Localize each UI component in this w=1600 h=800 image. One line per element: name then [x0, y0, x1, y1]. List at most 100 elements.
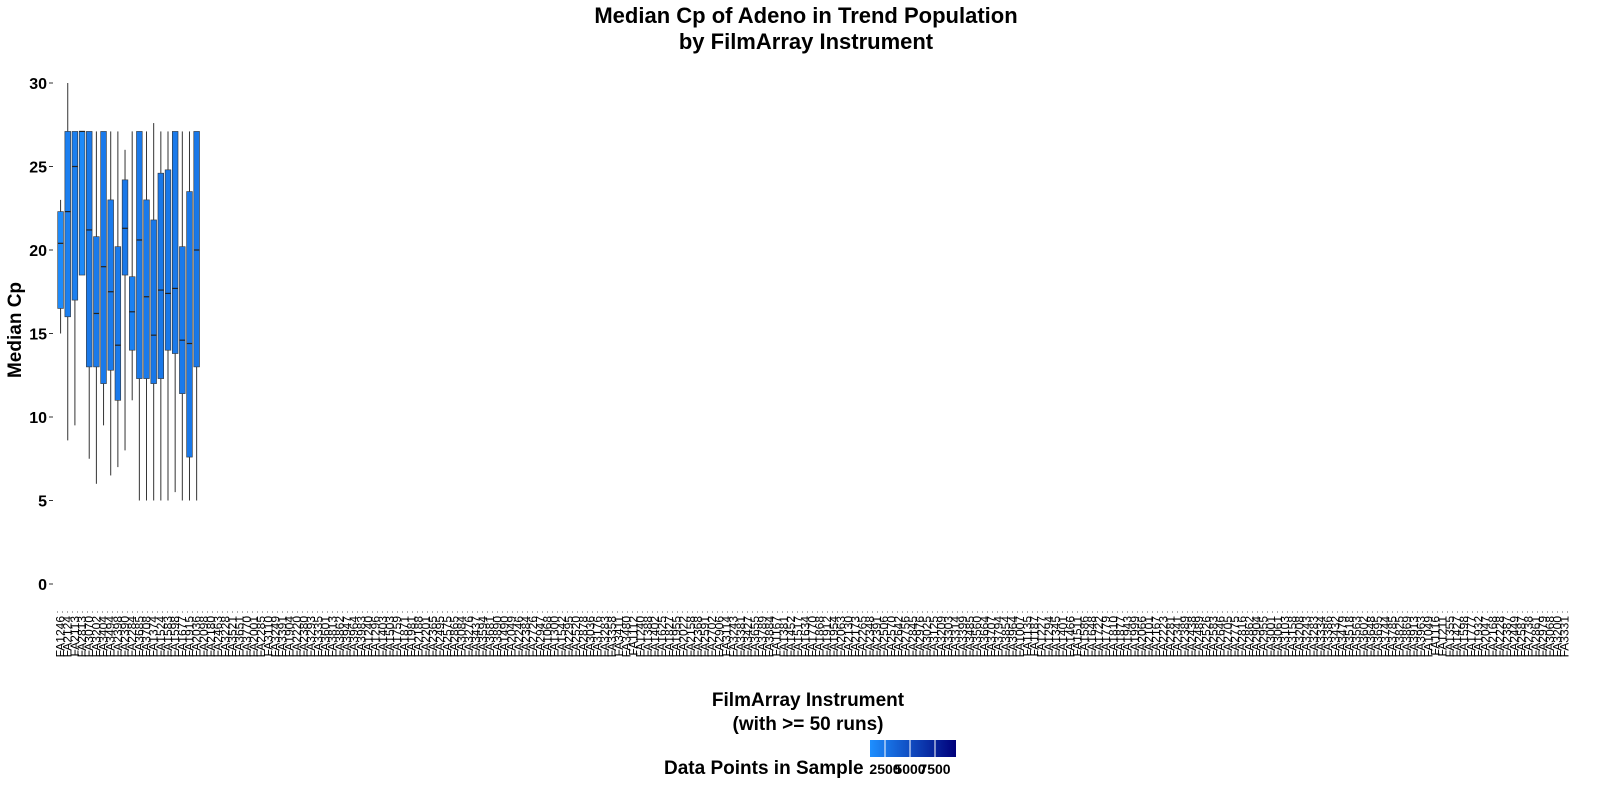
x-tick-label: FA2167	[1149, 616, 1163, 658]
x-tick-label: FA2463	[211, 616, 225, 658]
box-body	[57, 211, 64, 309]
x-tick-label: FA3208	[1292, 616, 1306, 658]
x-tick-label: FA2066	[1135, 616, 1149, 658]
x-tick-label: FA1452	[784, 616, 798, 658]
x-tick-label: FA3386	[1321, 616, 1335, 658]
x-tick-label: FA1296	[369, 616, 383, 658]
x-tick-label: FA3110	[261, 616, 275, 657]
x-tick-label: FA3494	[104, 616, 118, 658]
x-tick-label: FA3813	[326, 616, 340, 658]
box-body	[64, 131, 71, 318]
x-tick-label: FA2583	[1207, 616, 1221, 658]
x-tick-label: FA3789	[755, 616, 769, 658]
x-tick-label: FA2813	[75, 616, 89, 658]
x-tick-label: FA3283	[1307, 616, 1321, 658]
y-tick-label: 0	[38, 577, 47, 594]
x-tick-label: FA1227	[1035, 616, 1049, 658]
x-tick-label: FA3036	[584, 616, 598, 658]
x-tick-label: FA2124	[61, 616, 75, 658]
x-tick-label: FA1402	[648, 616, 662, 658]
x-tick-label: FA2489	[1192, 616, 1206, 658]
x-tick-label: FA3358	[605, 616, 619, 658]
x-tick-label: FA3114	[720, 616, 734, 657]
x-tick-label: FA3770	[240, 616, 254, 658]
x-tick-label: FA2001	[247, 616, 261, 658]
x-tick-label: FA2845	[906, 616, 920, 658]
legend-tick-label: 2500	[869, 761, 900, 777]
x-tick-label: FA1374	[147, 616, 161, 658]
x-tick-label: FA2705	[1221, 616, 1235, 658]
box-FA2113	[71, 131, 79, 426]
x-tick-label: FA2702	[705, 616, 719, 658]
box-body	[150, 219, 157, 384]
x-tick-label: FA3518	[1343, 616, 1357, 658]
x-tick-label: FA1490	[498, 616, 512, 658]
box-body	[114, 246, 122, 401]
x-tick-label: FA2398	[111, 616, 125, 658]
x-tick-label: FA1135	[1020, 616, 1034, 657]
x-tick-label: FA1211	[1436, 616, 1450, 657]
x-tick-label: FA2862	[1242, 616, 1256, 658]
x-tick-label: FA3243	[1300, 616, 1314, 658]
x-tick-label: FA2281	[1164, 616, 1178, 658]
x-tick-label: FA1240	[634, 616, 648, 658]
x-tick-label: FA2168	[1486, 616, 1500, 658]
x-tick-label: FA1167	[770, 616, 784, 657]
y-tick-label: 5	[38, 494, 47, 511]
x-tick-label: FA1300	[548, 616, 562, 658]
legend-tick-label: 5000	[894, 761, 925, 777]
box-FA1598	[171, 131, 179, 493]
x-tick-label: FA2955	[1257, 616, 1271, 658]
y-tick-label: 15	[29, 327, 47, 344]
x-tick-label: FA3025	[920, 616, 934, 658]
x-tick-label: FA3399	[956, 616, 970, 658]
box-FA1524	[157, 131, 165, 501]
y-tick-label: 10	[29, 410, 47, 427]
box-FA2398	[114, 131, 122, 468]
x-axis-title: FilmArray Instrument	[712, 690, 905, 711]
x-tick-label: FA1401	[1056, 616, 1070, 658]
box-FA1374	[150, 123, 157, 501]
x-tick-label: FA1068	[541, 616, 555, 658]
x-tick-label: FA2098	[197, 616, 211, 658]
x-tick-label: FA3794	[992, 616, 1006, 658]
x-tick-label: FA1904	[283, 616, 297, 658]
x-tick-label: FA2220	[290, 616, 304, 658]
x-tick-label: FA1770	[806, 616, 820, 658]
x-tick-label: FA2036	[190, 616, 204, 658]
x-tick-label: FA2130	[841, 616, 855, 658]
x-tick-label: FA3303	[942, 616, 956, 658]
box-body	[171, 131, 179, 354]
x-tick-label: FA2575	[440, 616, 454, 658]
box-FA3070	[86, 131, 93, 459]
x-tick-label: FA2341	[1171, 616, 1185, 658]
legend-colorbar	[870, 740, 956, 757]
chart-title: Median Cp of Adeno in Trend Population	[594, 3, 1017, 28]
x-tick-label: FA1954	[827, 616, 841, 658]
x-tick-label: FA3335	[311, 616, 325, 658]
box-FA1915	[186, 131, 193, 501]
boxplot-series	[57, 83, 200, 501]
x-tick-label: FA3331	[1557, 616, 1571, 658]
x-tick-label: FA3437	[469, 616, 483, 658]
x-tick-label: FA3964	[347, 616, 361, 658]
chart-subtitle: by FilmArray Instrument	[679, 29, 934, 54]
x-tick-label: FA2642	[891, 616, 905, 658]
x-tick-label: FA1810	[1106, 616, 1120, 658]
x-tick-label: FA3381	[734, 616, 748, 658]
x-tick-label: FA2101	[1142, 616, 1156, 658]
x-tick-label: FA1677	[175, 616, 189, 658]
x-tick-label: FA2384	[519, 616, 533, 658]
box-FA3494	[107, 131, 114, 476]
x-tick-label: FA2861	[1529, 616, 1543, 658]
box-FA2124	[64, 83, 71, 441]
x-tick-label: FA2285	[254, 616, 268, 658]
x-tick-label: FA3651	[233, 616, 247, 658]
x-tick-label: FA2390	[118, 616, 132, 658]
x-tick-label: FA3200	[1550, 616, 1564, 658]
x-tick-label: FA2365	[426, 616, 440, 658]
x-tick-label: FA3293	[304, 616, 318, 658]
x-tick-label: FA1912	[820, 616, 834, 658]
x-tick-label: FA2520	[569, 616, 583, 658]
x-tick-label: FA1722	[1092, 616, 1106, 658]
